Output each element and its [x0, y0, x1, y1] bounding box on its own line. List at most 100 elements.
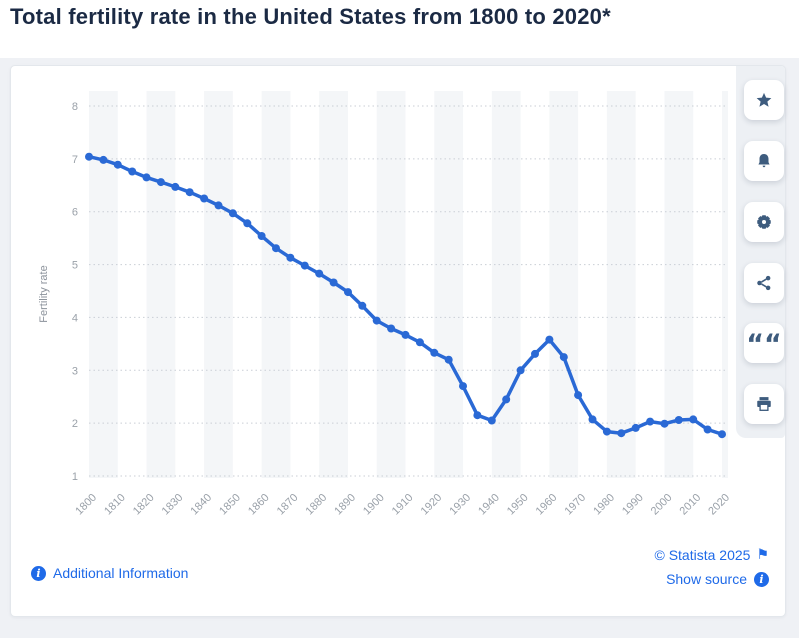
x-tick-label: 1830 [160, 492, 186, 518]
data-point[interactable] [646, 417, 655, 426]
data-point[interactable] [243, 219, 252, 228]
x-tick-label: 1950 [505, 492, 531, 518]
x-tick-label: 1870 [275, 492, 301, 518]
data-point[interactable] [531, 349, 539, 358]
x-tick-label: 1900 [361, 492, 387, 518]
flag-icon: ⚑ [756, 547, 769, 563]
show-source-link[interactable]: Show source i [666, 571, 769, 587]
gear-icon [757, 215, 771, 229]
data-point[interactable] [502, 395, 511, 404]
y-tick-label: 1 [72, 471, 78, 483]
favorite-button[interactable] [744, 80, 784, 120]
data-point[interactable] [401, 330, 410, 339]
info-icon: i [31, 565, 46, 581]
data-point[interactable] [674, 416, 683, 424]
data-point[interactable] [602, 427, 611, 436]
data-point[interactable] [718, 430, 726, 439]
settings-button[interactable] [744, 202, 784, 242]
data-point[interactable] [214, 201, 223, 210]
data-point[interactable] [142, 173, 151, 182]
y-tick-label: 6 [72, 207, 78, 219]
data-point[interactable] [171, 182, 180, 191]
data-point[interactable] [444, 355, 453, 364]
quote-icon: ““ [746, 328, 782, 360]
data-point[interactable] [574, 391, 583, 400]
x-tick-label: 2010 [678, 492, 704, 518]
page-title: Total fertility rate in the United State… [10, 4, 611, 29]
y-tick-label: 2 [72, 418, 78, 430]
decade-bands [89, 91, 728, 478]
data-point[interactable] [344, 288, 352, 297]
data-point[interactable] [358, 301, 367, 310]
share-button[interactable] [744, 263, 784, 303]
data-point[interactable] [473, 411, 482, 420]
cite-button[interactable]: ““ [744, 323, 784, 363]
y-tick-label: 5 [72, 260, 78, 272]
x-tick-label: 2020 [706, 492, 731, 518]
data-point[interactable] [99, 155, 108, 164]
y-tick-label: 3 [72, 365, 78, 377]
x-tick-label: 1980 [591, 492, 617, 518]
x-tick-label: 1820 [131, 492, 157, 518]
data-point[interactable] [545, 335, 554, 344]
data-point[interactable] [415, 338, 424, 347]
chart-card: 1 2 3 4 5 6 7 8 1800 1810 1820 1830 1840 1850 1860 1870… [10, 65, 786, 617]
data-point[interactable] [286, 253, 295, 262]
data-point[interactable] [387, 324, 396, 333]
chart-stage: 1 2 3 4 5 6 7 8 1800 1810 1820 1830 1840 1850 1860 1870… [0, 58, 799, 638]
x-tick-label: 1970 [562, 492, 588, 518]
data-point[interactable] [228, 209, 237, 218]
y-tick-label: 4 [72, 312, 78, 324]
data-points [85, 152, 726, 439]
data-point[interactable] [459, 382, 467, 391]
star-icon [756, 92, 772, 107]
data-point[interactable] [85, 152, 93, 161]
y-gridlines: 1 2 3 4 5 6 7 8 [72, 101, 728, 483]
x-tick-label: 2000 [649, 492, 675, 518]
data-point[interactable] [617, 429, 626, 438]
data-point[interactable] [631, 423, 640, 432]
line-chart-svg: 1 2 3 4 5 6 7 8 1800 1810 1820 1830 1840 1850 1860 1870… [38, 91, 732, 518]
x-tick-label: 1960 [534, 492, 560, 518]
x-tick-labels: 1800 1810 1820 1830 1840 1850 1860 1870 1880 1890… [73, 492, 732, 518]
data-point[interactable] [113, 160, 122, 169]
printer-icon [757, 397, 771, 411]
data-point[interactable] [200, 194, 209, 203]
data-point[interactable] [156, 178, 165, 187]
data-point[interactable] [588, 415, 597, 424]
x-tick-label: 1840 [188, 492, 214, 518]
alert-button[interactable] [744, 141, 784, 181]
additional-information-link[interactable]: i Additional Information [31, 565, 188, 581]
data-point[interactable] [315, 269, 324, 278]
data-point[interactable] [372, 316, 381, 325]
y-axis-title: Fertility rate [38, 265, 50, 322]
data-point[interactable] [257, 232, 266, 240]
x-tick-label: 1880 [304, 492, 330, 518]
y-tick-label: 8 [72, 101, 78, 113]
data-point[interactable] [487, 416, 496, 425]
fertility-chart[interactable]: 1 2 3 4 5 6 7 8 1800 1810 1820 1830 1840 1850 1860 1870… [11, 66, 732, 536]
data-point[interactable] [272, 244, 280, 253]
data-point[interactable] [559, 353, 568, 362]
x-tick-label: 1930 [447, 492, 473, 518]
data-point[interactable] [660, 419, 669, 428]
x-tick-label: 1860 [246, 492, 272, 518]
x-tick-label: 1940 [476, 492, 502, 518]
data-point[interactable] [300, 261, 309, 270]
action-rail [736, 66, 785, 438]
data-point[interactable] [703, 425, 712, 434]
data-point[interactable] [516, 366, 525, 375]
x-tick-label: 1910 [390, 492, 416, 518]
print-button[interactable] [744, 384, 784, 424]
copyright-text: © Statista 2025 [654, 547, 751, 563]
data-point[interactable] [430, 348, 439, 357]
show-source-label: Show source [666, 571, 747, 587]
data-point[interactable] [329, 278, 338, 287]
data-point[interactable] [689, 415, 698, 424]
data-point[interactable] [185, 188, 194, 197]
data-point[interactable] [128, 167, 137, 176]
x-tick-label: 1800 [73, 492, 99, 518]
x-tick-label: 1850 [217, 492, 243, 518]
info-icon: i [754, 571, 769, 587]
statista-copyright-link[interactable]: © Statista 2025 ⚑ [655, 547, 770, 563]
